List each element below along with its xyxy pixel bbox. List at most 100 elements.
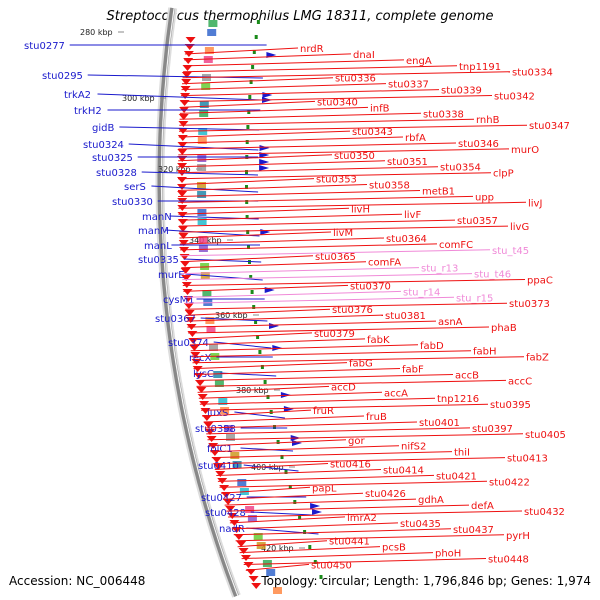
right-label-7: stu0339	[441, 86, 482, 97]
feature-block	[197, 182, 206, 189]
right-leader	[178, 160, 386, 168]
right-label-16: stu0346	[458, 139, 499, 150]
plus-gene-5	[259, 159, 270, 165]
minus-gene-arrow	[227, 513, 238, 519]
left-label-10: manN	[142, 212, 172, 223]
minus-gene-arrow	[177, 163, 188, 169]
right-label-30: livG	[510, 222, 529, 233]
right-leader	[178, 130, 351, 138]
right-label-45: stu0381	[385, 311, 426, 322]
track-marker	[313, 560, 317, 564]
right-label-28: livF	[404, 210, 421, 221]
track-marker	[288, 485, 292, 489]
feature-block	[209, 344, 218, 351]
minus-gene-arrow	[180, 261, 191, 267]
right-label-81: stu0437	[453, 525, 494, 536]
right-label-76: gdhA	[418, 495, 444, 506]
right-label-84: pcsB	[382, 543, 406, 554]
right-label-46: asnA	[438, 317, 463, 328]
ruler-label-5: 380 kbp	[236, 386, 269, 395]
feature-block	[273, 587, 282, 594]
feature-block	[266, 569, 276, 576]
left-label-6: stu0325	[92, 153, 133, 164]
track-marker	[293, 500, 297, 504]
track-marker	[273, 425, 276, 429]
left-label-16: stu0367	[155, 314, 196, 325]
right-leader	[178, 154, 333, 162]
right-label-35: stu0365	[315, 252, 356, 263]
right-label-14: stu0343	[352, 127, 393, 138]
left-label-12: manL	[144, 241, 172, 252]
minus-gene-arrow	[181, 72, 192, 78]
right-label-53: fabG	[349, 359, 373, 370]
left-leader	[87, 74, 263, 79]
track-marker	[249, 80, 253, 84]
left-label-0: stu0277	[24, 41, 65, 52]
right-leader	[183, 65, 458, 73]
left-label-23: stu0410	[198, 461, 239, 472]
right-leader	[241, 552, 434, 560]
right-leader	[202, 409, 312, 417]
right-leader	[180, 249, 491, 257]
track-marker	[249, 275, 253, 279]
minus-gene-arrow	[178, 121, 189, 127]
right-label-18: stu0350	[334, 151, 375, 162]
track-marker	[246, 125, 250, 129]
right-leader	[179, 118, 475, 126]
ruler-label-2: 320 kbp	[158, 165, 191, 174]
minus-gene-arrow	[201, 415, 212, 421]
track-marker	[247, 245, 250, 249]
right-leader	[183, 290, 402, 298]
right-leader	[178, 213, 403, 221]
minus-gene-arrow	[183, 303, 194, 309]
right-label-38: stu_t46	[474, 270, 511, 281]
right-leader	[177, 172, 492, 180]
right-leader	[181, 267, 420, 275]
right-label-12: rnhB	[476, 115, 500, 126]
minus-gene-arrow	[177, 149, 188, 155]
minus-gene-arrow	[185, 37, 196, 43]
left-leader	[183, 258, 262, 263]
right-label-29: stu0357	[457, 216, 498, 227]
minus-gene-arrow	[205, 429, 215, 435]
right-label-40: stu0370	[350, 281, 391, 292]
left-label-14: murE	[158, 270, 185, 281]
right-label-24: metB1	[422, 187, 455, 198]
left-leader	[151, 185, 259, 193]
right-label-20: stu0354	[440, 163, 481, 174]
right-leader	[219, 480, 488, 488]
right-leader	[183, 284, 349, 292]
plus-gene-3	[259, 145, 270, 151]
minus-gene-arrow	[213, 464, 224, 470]
right-leader	[179, 225, 509, 233]
track-marker	[246, 230, 250, 234]
track-marker	[280, 455, 284, 459]
feature-block	[213, 371, 223, 378]
right-leader	[194, 368, 401, 375]
left-label-7: stu0328	[96, 168, 137, 179]
right-label-70: stu0416	[330, 460, 371, 471]
track-marker	[298, 515, 302, 519]
right-leader	[192, 356, 525, 364]
left-label-21: stu0398	[195, 424, 236, 435]
track-marker	[252, 50, 256, 54]
feature-block	[197, 218, 207, 225]
minus-gene-arrow	[189, 345, 200, 351]
feature-block	[232, 461, 242, 468]
right-label-80: stu0435	[400, 519, 441, 530]
right-leader	[237, 540, 328, 548]
track-marker	[251, 65, 255, 69]
ruler-label-7: 420 kbp	[261, 544, 294, 553]
track-marker	[252, 305, 256, 309]
minus-gene-arrow	[178, 226, 188, 232]
ruler-label-0: 280 kbp	[80, 28, 113, 37]
left-leader	[141, 171, 259, 176]
right-leader	[178, 124, 528, 132]
minus-gene-arrow	[182, 65, 193, 71]
right-leader	[183, 59, 405, 67]
right-leader	[243, 558, 487, 565]
right-label-49: fabK	[367, 335, 390, 346]
feature-block	[245, 506, 255, 513]
ruler-label-1: 300 kbp	[122, 94, 155, 103]
left-leader	[185, 273, 263, 281]
